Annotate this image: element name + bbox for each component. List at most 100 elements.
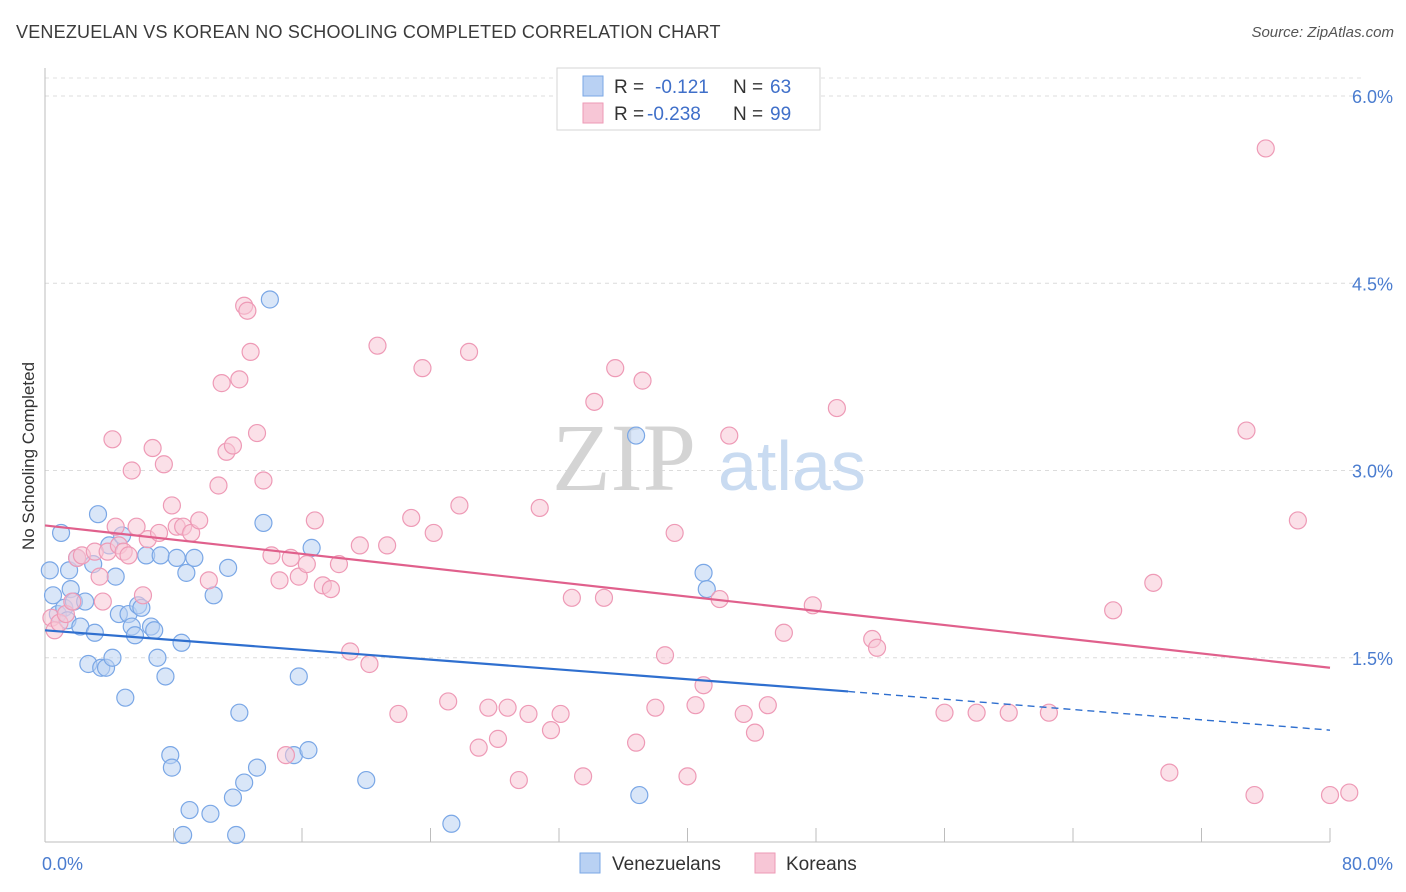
bottom-legend-label-venezuelans: Venezuelans	[612, 854, 721, 875]
watermark-atlas: atlas	[718, 427, 866, 505]
point-venezuelans-57	[357, 770, 376, 790]
x-tick-max: 80.0%	[1342, 854, 1393, 874]
point-koreans-81	[686, 696, 705, 715]
point-koreans-16	[122, 461, 141, 480]
point-venezuelans-41	[180, 800, 199, 820]
point-koreans-55	[402, 508, 421, 528]
point-venezuelans-55	[299, 741, 318, 760]
chart-source: Source: ZipAtlas.com	[1251, 24, 1394, 41]
point-venezuelans-33	[151, 546, 170, 565]
point-venezuelans-58	[442, 814, 461, 833]
point-koreans-59	[450, 496, 469, 515]
point-koreans-11	[103, 430, 122, 449]
point-koreans-20	[143, 438, 162, 458]
point-venezuelans-62	[697, 579, 716, 599]
point-koreans-53	[378, 536, 397, 555]
legend-swatch-venezuelans	[582, 75, 604, 97]
point-venezuelans-23	[116, 688, 135, 707]
point-venezuelans-20	[106, 567, 125, 586]
point-venezuelans-15	[88, 505, 108, 524]
point-koreans-86	[745, 723, 765, 742]
trend-line-extension-venezuelans	[848, 690, 1331, 731]
legend-r-venezuelans: -0.121	[655, 77, 709, 98]
legend-n-venezuelans: 63	[770, 77, 791, 98]
point-koreans-36	[241, 342, 260, 362]
legend-r-label-koreans: R =	[614, 104, 644, 125]
point-koreans-72	[585, 392, 604, 411]
legend-n-label-koreans: N =	[733, 104, 763, 125]
point-venezuelans-54	[289, 667, 308, 686]
point-koreans-74	[606, 359, 625, 378]
point-venezuelans-36	[162, 758, 181, 777]
point-koreans-103	[1288, 511, 1307, 530]
point-venezuelans-37	[167, 548, 186, 567]
point-koreans-45	[305, 511, 324, 530]
data-points	[40, 139, 1359, 845]
point-koreans-98	[1144, 573, 1163, 592]
bottom-legend-label-koreans: Koreans	[786, 854, 857, 875]
point-koreans-90	[827, 398, 846, 418]
point-koreans-92	[867, 638, 887, 657]
point-koreans-71	[573, 767, 593, 786]
point-koreans-93	[935, 703, 954, 722]
point-koreans-29	[209, 476, 228, 495]
point-koreans-8	[90, 567, 109, 586]
point-koreans-40	[270, 571, 289, 590]
point-venezuelans-34	[156, 667, 175, 686]
point-koreans-94	[967, 703, 986, 722]
y-tick-label-2: 4.5%	[1352, 274, 1393, 294]
chart-title: VENEZUELAN VS KOREAN NO SCHOOLING COMPLE…	[16, 22, 721, 42]
point-koreans-60	[459, 342, 479, 362]
legend-r-label-venezuelans: R =	[614, 77, 644, 98]
point-koreans-62	[479, 698, 498, 717]
point-koreans-99	[1160, 763, 1179, 782]
y-tick-label-0: 1.5%	[1352, 649, 1393, 669]
point-koreans-76	[633, 371, 652, 390]
point-venezuelans-26	[125, 626, 145, 645]
point-venezuelans-56	[302, 538, 321, 557]
point-koreans-84	[720, 426, 739, 445]
point-venezuelans-1	[43, 586, 63, 605]
bottom-legend: Venezuelans Koreans	[579, 852, 857, 875]
point-koreans-33	[230, 370, 249, 389]
point-venezuelans-60	[630, 785, 649, 805]
watermark-zip: ZIP	[552, 404, 696, 511]
point-koreans-37	[247, 423, 267, 443]
point-venezuelans-43	[201, 804, 220, 823]
legend-swatch-koreans	[582, 102, 604, 124]
point-koreans-65	[509, 770, 528, 790]
point-koreans-41	[276, 746, 296, 765]
point-venezuelans-47	[227, 825, 246, 845]
point-venezuelans-50	[247, 758, 267, 777]
point-koreans-44	[297, 555, 316, 574]
legend-n-label-venezuelans: N =	[733, 77, 763, 98]
point-venezuelans-49	[235, 773, 254, 792]
point-koreans-78	[655, 646, 675, 665]
point-koreans-85	[734, 704, 753, 724]
point-koreans-51	[360, 654, 379, 674]
point-koreans-48	[329, 555, 349, 574]
point-koreans-27	[190, 511, 209, 530]
point-venezuelans-59	[626, 426, 646, 445]
point-koreans-88	[774, 623, 793, 642]
point-venezuelans-19	[103, 648, 122, 667]
point-koreans-66	[519, 704, 538, 724]
point-venezuelans-45	[219, 558, 238, 577]
point-venezuelans-32	[148, 648, 167, 667]
point-venezuelans-51	[254, 513, 273, 533]
series-koreans	[42, 139, 1359, 805]
point-venezuelans-0	[40, 561, 59, 580]
bottom-legend-swatch-venezuelans	[579, 852, 601, 874]
point-venezuelans-40	[177, 563, 196, 582]
point-koreans-23	[162, 496, 181, 515]
point-koreans-22	[154, 455, 173, 474]
point-koreans-68	[541, 721, 561, 740]
point-koreans-102	[1256, 139, 1275, 158]
bottom-legend-swatch-koreans	[754, 852, 776, 874]
point-koreans-77	[646, 698, 665, 717]
point-koreans-32	[223, 436, 243, 455]
point-venezuelans-61	[694, 563, 713, 582]
point-venezuelans-31	[145, 621, 164, 640]
point-venezuelans-48	[230, 703, 249, 722]
